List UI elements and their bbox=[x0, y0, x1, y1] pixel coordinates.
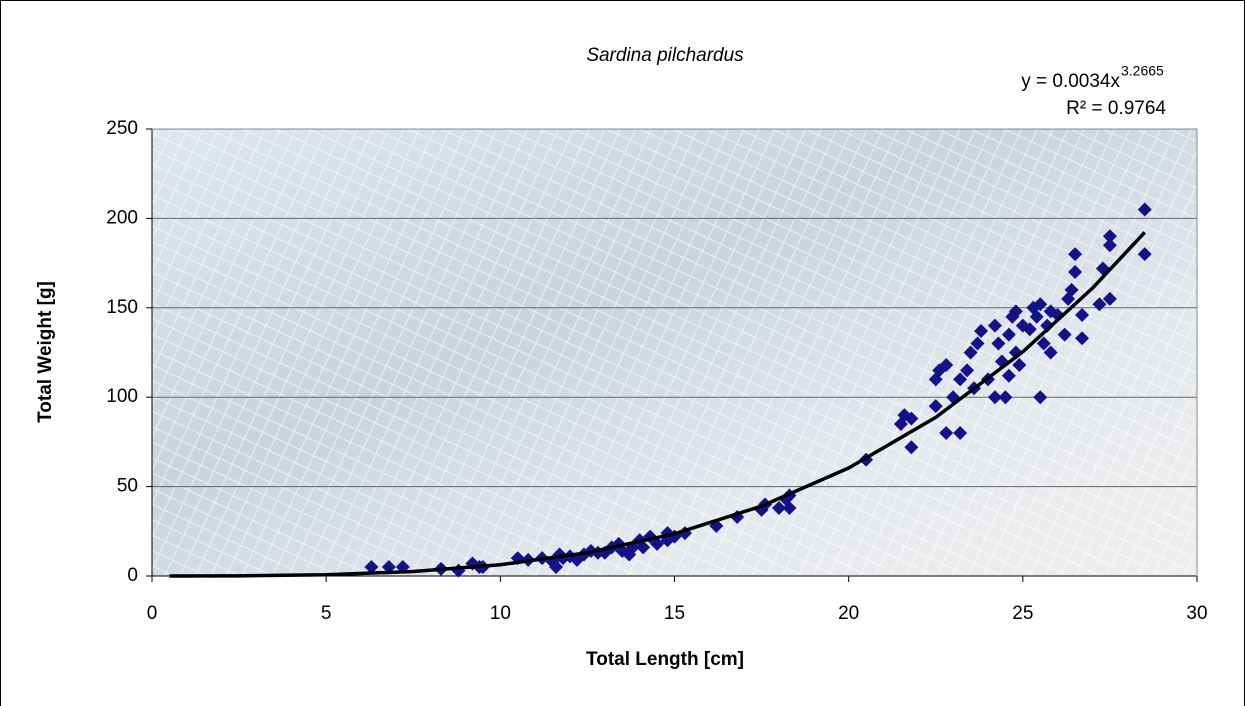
scatter-point bbox=[1008, 304, 1023, 319]
scatter-point bbox=[1036, 336, 1051, 351]
scatter-point bbox=[1137, 247, 1152, 262]
scatter-point bbox=[650, 536, 665, 551]
scatter-point bbox=[782, 501, 797, 516]
scatter-point bbox=[1102, 238, 1117, 253]
x-tick-label: 10 bbox=[490, 603, 511, 624]
scatter-point bbox=[364, 560, 379, 575]
scatter-point bbox=[904, 440, 919, 455]
y-tick-label: 100 bbox=[106, 386, 138, 407]
scatter-point bbox=[998, 390, 1013, 405]
y-axis-label: Total Weight [g] bbox=[35, 281, 56, 423]
scatter-point bbox=[1068, 247, 1083, 262]
scatter-point bbox=[772, 501, 786, 516]
scatter-point bbox=[1033, 390, 1048, 405]
scatter-point bbox=[1033, 297, 1048, 312]
scatter-point bbox=[987, 390, 1002, 405]
y-tick-label: 50 bbox=[117, 476, 138, 497]
scatter-point bbox=[1092, 297, 1107, 312]
chart-title: Sardina pilchardus bbox=[586, 45, 744, 66]
x-axis-label: Total Length [cm] bbox=[586, 649, 744, 670]
scatter-point bbox=[1102, 291, 1117, 306]
scatter-point bbox=[987, 318, 1002, 333]
scatter-point bbox=[549, 560, 564, 575]
scatter-point bbox=[730, 509, 745, 524]
scatter-point bbox=[1001, 368, 1016, 383]
scatter-point bbox=[1075, 331, 1090, 346]
x-tick-label: 25 bbox=[1012, 603, 1033, 624]
scatter-point bbox=[1057, 327, 1072, 342]
scatter-point bbox=[1043, 345, 1058, 360]
scatter-point bbox=[974, 324, 989, 339]
trendline bbox=[169, 231, 1147, 578]
trendline-exponent: 3.2665 bbox=[1121, 63, 1164, 79]
y-tick-label: 0 bbox=[127, 565, 138, 586]
x-tick-label: 20 bbox=[838, 603, 859, 624]
scatter-point bbox=[1040, 318, 1055, 333]
scatter-point bbox=[1102, 229, 1117, 244]
plot-texture bbox=[152, 129, 1197, 576]
scatter-point bbox=[1137, 202, 1152, 217]
scatter-point bbox=[1022, 322, 1037, 337]
scatter-point bbox=[953, 425, 968, 440]
scatter-point bbox=[904, 411, 919, 426]
scatter-point bbox=[970, 336, 985, 351]
x-tick-label: 0 bbox=[147, 603, 158, 624]
scatter-point bbox=[939, 358, 954, 373]
x-tick-label: 30 bbox=[1186, 603, 1207, 624]
y-tick-label: 200 bbox=[106, 207, 138, 228]
scatter-point bbox=[1068, 265, 1083, 280]
scatter-point bbox=[928, 399, 943, 414]
scatter-point bbox=[636, 540, 651, 555]
y-tick-label: 250 bbox=[106, 118, 138, 139]
scatter-point bbox=[960, 363, 975, 378]
scatter-point bbox=[953, 372, 968, 387]
y-tick-label: 150 bbox=[106, 297, 138, 318]
scatter-point bbox=[1075, 307, 1090, 322]
trendline-equation: y = 0.0034x bbox=[1021, 71, 1120, 92]
scatter-point bbox=[963, 345, 978, 360]
scatter-point bbox=[1015, 318, 1030, 333]
scatter-point bbox=[991, 336, 1006, 351]
r-squared: R² = 0.9764 bbox=[1066, 98, 1166, 119]
x-tick-label: 15 bbox=[664, 603, 685, 624]
scatter-point bbox=[1012, 358, 1027, 373]
x-tick-label: 5 bbox=[321, 603, 332, 624]
scatter-point bbox=[1029, 309, 1044, 324]
scatter-point bbox=[1001, 327, 1016, 342]
scatter-point bbox=[939, 425, 954, 440]
scatter-point bbox=[1064, 282, 1079, 297]
